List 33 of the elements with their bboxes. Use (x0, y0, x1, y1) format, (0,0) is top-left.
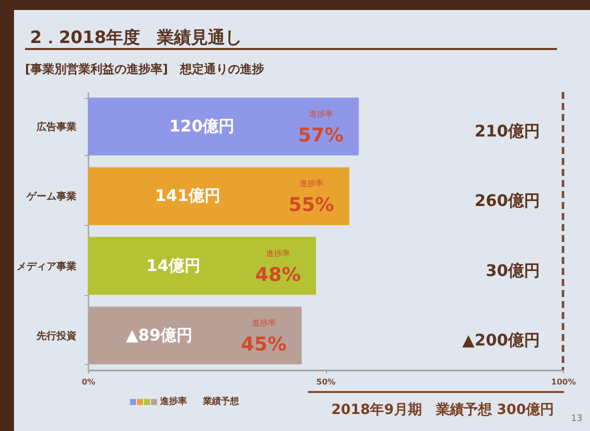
data-label: 55% (288, 194, 334, 216)
x-tick-label: 0% (82, 378, 96, 386)
bar (88, 167, 350, 226)
chart-subtitle: [事業別営業利益の進捗率] 想定通りの進捗 (25, 61, 264, 78)
text: 進捗率 (252, 318, 276, 328)
annotation: 141億円 (155, 186, 220, 206)
bar (88, 98, 359, 156)
data-label: 48% (255, 264, 301, 286)
y-tick-label: ゲーム事業 (26, 190, 76, 203)
data-label: 57% (298, 124, 344, 146)
y-tick-label: 広告事業 (36, 120, 76, 133)
x-tick-label: 50% (316, 378, 336, 386)
annotation: 120億円 (169, 116, 235, 136)
text: 2018年9月期 業績予想 300億円 (331, 401, 554, 419)
annotation: ▲89億円 (126, 326, 193, 345)
bar (88, 306, 302, 364)
text: 13 (571, 414, 582, 424)
text: 進捗率 (299, 179, 324, 188)
annotation: 260億円 (474, 191, 540, 210)
y-tick-label: 先行投資 (36, 330, 76, 342)
annotation: 210億円 (474, 121, 540, 140)
annotation: ▲200億円 (462, 330, 540, 350)
data-label: 45% (241, 334, 286, 356)
x-tick-label: 100% (551, 378, 576, 386)
legend-label: 進捗率 (160, 395, 187, 408)
annotation: 30億円 (486, 260, 540, 280)
annotation: 14億円 (146, 256, 201, 275)
y-tick-label: メディア事業 (16, 260, 76, 272)
chart-title: 2．2018年度 業績見通し (30, 27, 242, 49)
ref-line-label: 業績予想 (203, 395, 239, 408)
text: 進捗率 (266, 248, 290, 258)
bar (88, 236, 316, 295)
text: 進捗率 (308, 109, 333, 118)
